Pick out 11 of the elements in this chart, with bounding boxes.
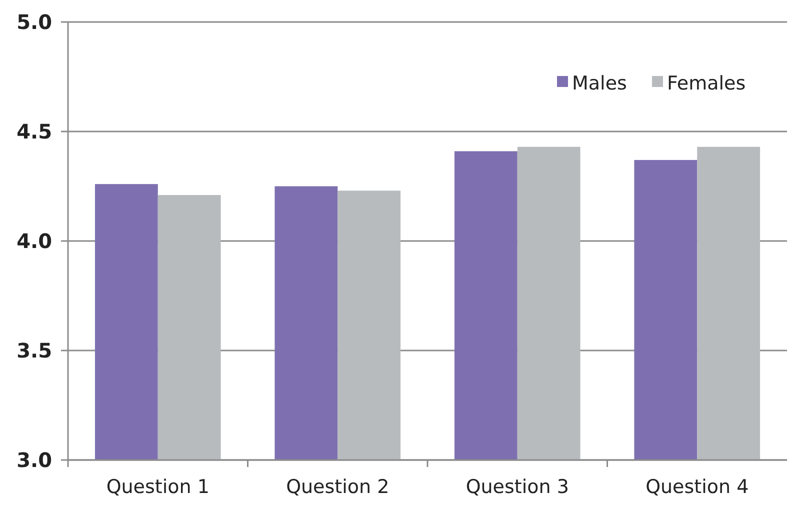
x-tick-label: Question 3 xyxy=(466,476,569,498)
x-tick-label: Question 4 xyxy=(646,476,749,498)
y-tick-label: 4.0 xyxy=(16,229,52,253)
y-tick-label: 5.0 xyxy=(16,10,52,34)
legend-label: Females xyxy=(667,72,746,95)
x-tick-label: Question 1 xyxy=(106,476,210,498)
y-tick-label: 3.5 xyxy=(16,338,52,362)
legend-label: Males xyxy=(572,72,627,95)
y-tick-label: 3.0 xyxy=(16,448,52,472)
y-tick-label: 4.5 xyxy=(16,120,52,144)
x-tick-label: Question 2 xyxy=(286,476,390,498)
